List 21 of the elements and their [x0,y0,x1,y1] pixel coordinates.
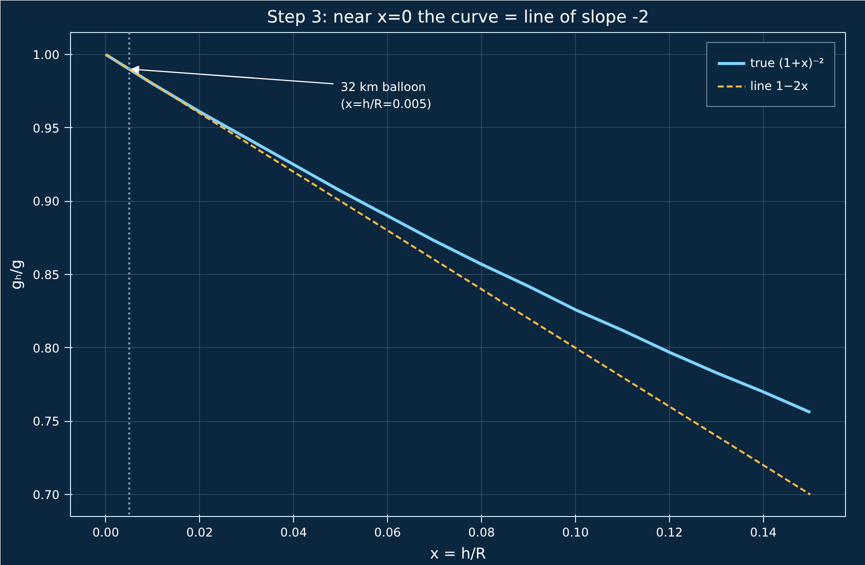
x-tick-label: 0.04 [280,526,307,540]
legend-label: true (1+x)⁻² [750,56,824,70]
annotation: 32 km balloon (x=h/R=0.005) [340,80,432,111]
y-tick-label: 0.90 [32,194,60,209]
x-tick-label: 0.06 [374,526,401,540]
x-axis-title: x = h/R [430,544,486,562]
x-tick-label: 0.12 [656,526,683,540]
x-tick-label: 0.10 [562,526,589,540]
y-axis-title: gₕ/g [6,259,25,290]
x-tick-label: 0.02 [186,526,214,540]
y-tick-label: 0.95 [32,121,60,136]
y-tick-label: 0.85 [32,268,60,282]
legend-label: line 1−2x [750,79,808,93]
x-tick-label: 0.00 [92,526,120,540]
y-tick-label: 0.80 [32,341,60,356]
chart-title: Step 3: near x=0 the curve = line of slope -2 [266,8,650,28]
y-tick-label: 0.75 [32,414,60,429]
x-tick-label: 0.14 [750,526,777,540]
y-tick-label: 0.70 [32,488,60,502]
x-tick-label: 0.08 [468,526,495,540]
y-tick-label: 1.00 [32,48,60,62]
